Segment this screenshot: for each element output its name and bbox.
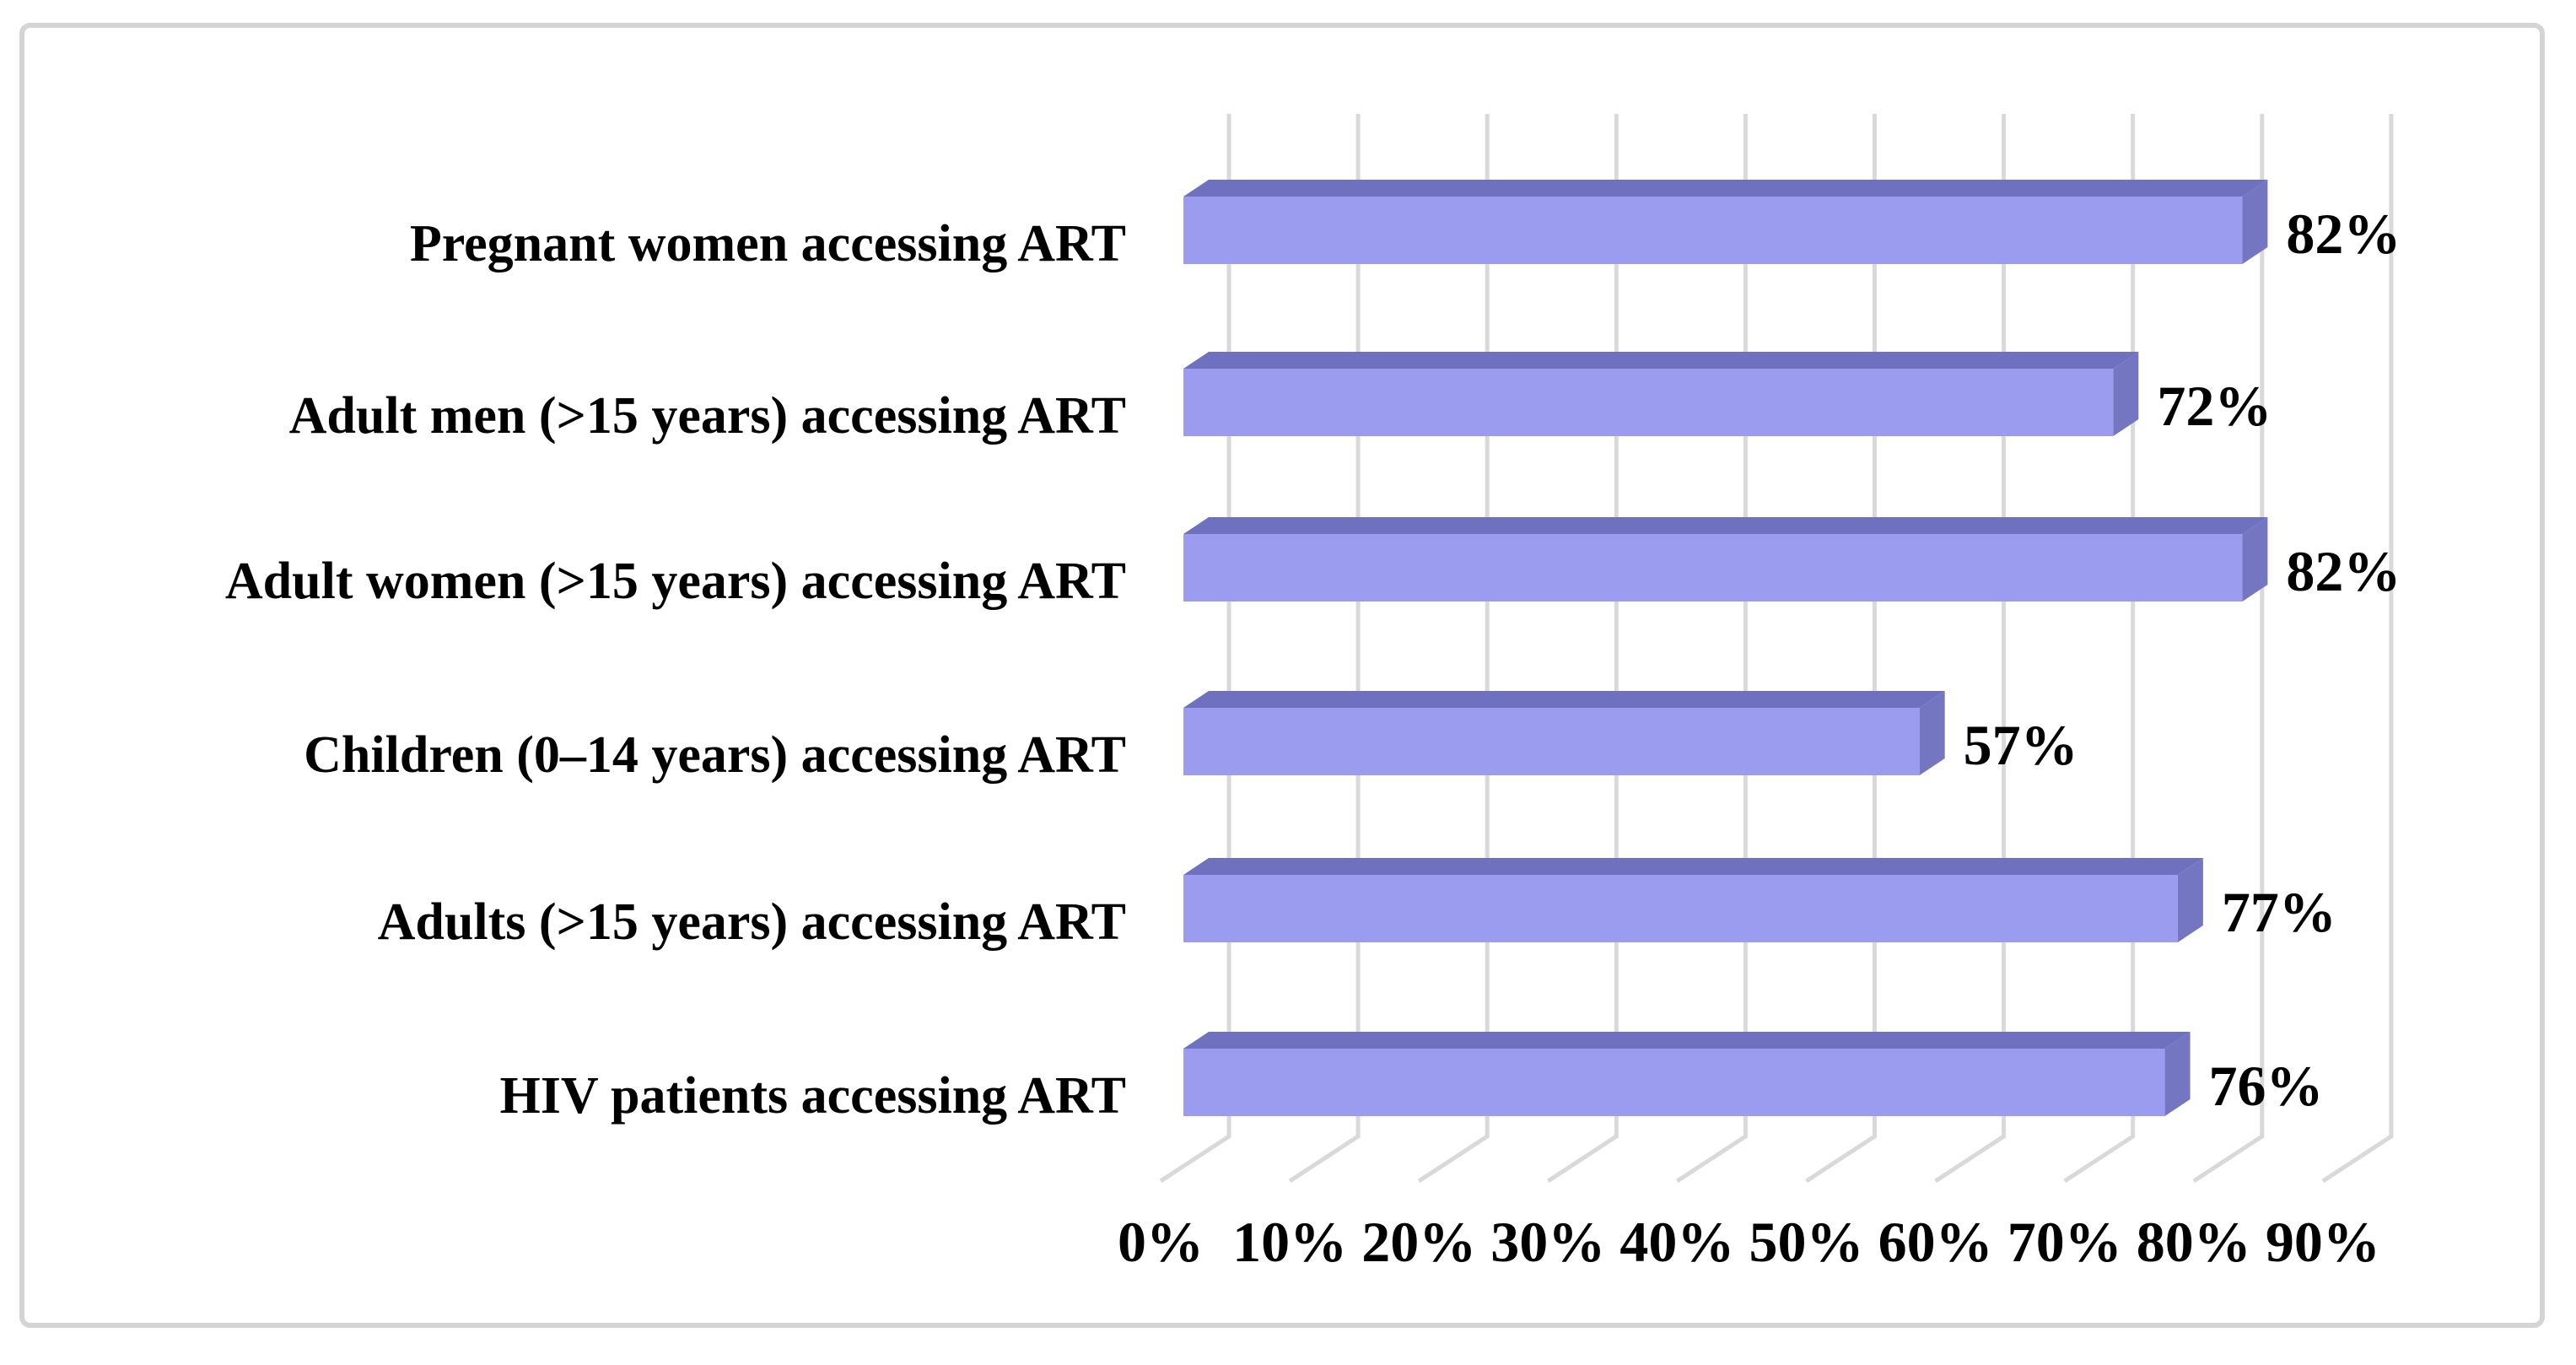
bar-front-face: [1183, 875, 2178, 942]
value-label: 72%: [2157, 374, 2272, 438]
value-label: 57%: [1964, 713, 2078, 777]
bar-side-face: [2177, 858, 2203, 942]
gridline: [1805, 114, 1877, 1184]
value-label: 82%: [2286, 202, 2401, 266]
value-label: 82%: [2286, 539, 2401, 603]
gridline: [2192, 114, 2265, 1184]
x-tick-label: 0%: [1118, 1210, 1204, 1274]
category-label: Adult men (>15 years) accessing ART: [289, 387, 1126, 445]
x-tick-label: 50%: [1749, 1210, 1864, 1274]
gridline: [1934, 114, 2007, 1184]
bar-top-face: [1183, 180, 2268, 197]
gridline: [1288, 114, 1361, 1184]
bar-front-face: [1183, 1049, 2165, 1116]
value-label: 76%: [2209, 1054, 2324, 1118]
bar-front-face: [1183, 708, 1920, 775]
x-tick-label: 70%: [2007, 1210, 2122, 1274]
x-tick-label: 60%: [1878, 1210, 1993, 1274]
x-tick-label: 80%: [2137, 1210, 2251, 1274]
bar-side-face: [2242, 180, 2268, 264]
bar-front-face: [1183, 369, 2114, 436]
x-tick-label: 30%: [1490, 1210, 1605, 1274]
bar-side-face: [2242, 517, 2268, 602]
chart-frame: [19, 23, 2545, 1328]
bar-side-face: [2164, 1032, 2191, 1116]
bar-top-face: [1183, 691, 1945, 708]
category-label: Adults (>15 years) accessing ART: [378, 893, 1126, 951]
category-label: Children (0–14 years) accessing ART: [304, 726, 1126, 784]
category-label: Pregnant women accessing ART: [410, 215, 1126, 272]
category-label: Adult women (>15 years) accessing ART: [225, 553, 1126, 610]
gridline: [1417, 114, 1490, 1184]
gridline: [1676, 114, 1748, 1184]
bar-front-face: [1183, 197, 2243, 264]
gridline: [2063, 114, 2136, 1184]
bar-side-face: [1919, 691, 1945, 775]
gridline: [1159, 114, 1231, 1184]
x-tick-label: 10%: [1232, 1210, 1347, 1274]
x-tick-label: 20%: [1361, 1210, 1476, 1274]
bar-top-face: [1183, 352, 2139, 369]
bar-front-face: [1183, 534, 2243, 602]
x-tick-label: 90%: [2266, 1210, 2380, 1274]
gridline: [2321, 114, 2394, 1184]
category-label: HIV patients accessing ART: [500, 1067, 1126, 1125]
value-label: 77%: [2222, 880, 2336, 944]
bar-top-face: [1183, 1032, 2191, 1049]
bar-side-face: [2113, 352, 2139, 436]
bar-top-face: [1183, 858, 2203, 875]
bar-top-face: [1183, 517, 2268, 534]
gridline: [1546, 114, 1619, 1184]
x-tick-label: 40%: [1619, 1210, 1734, 1274]
